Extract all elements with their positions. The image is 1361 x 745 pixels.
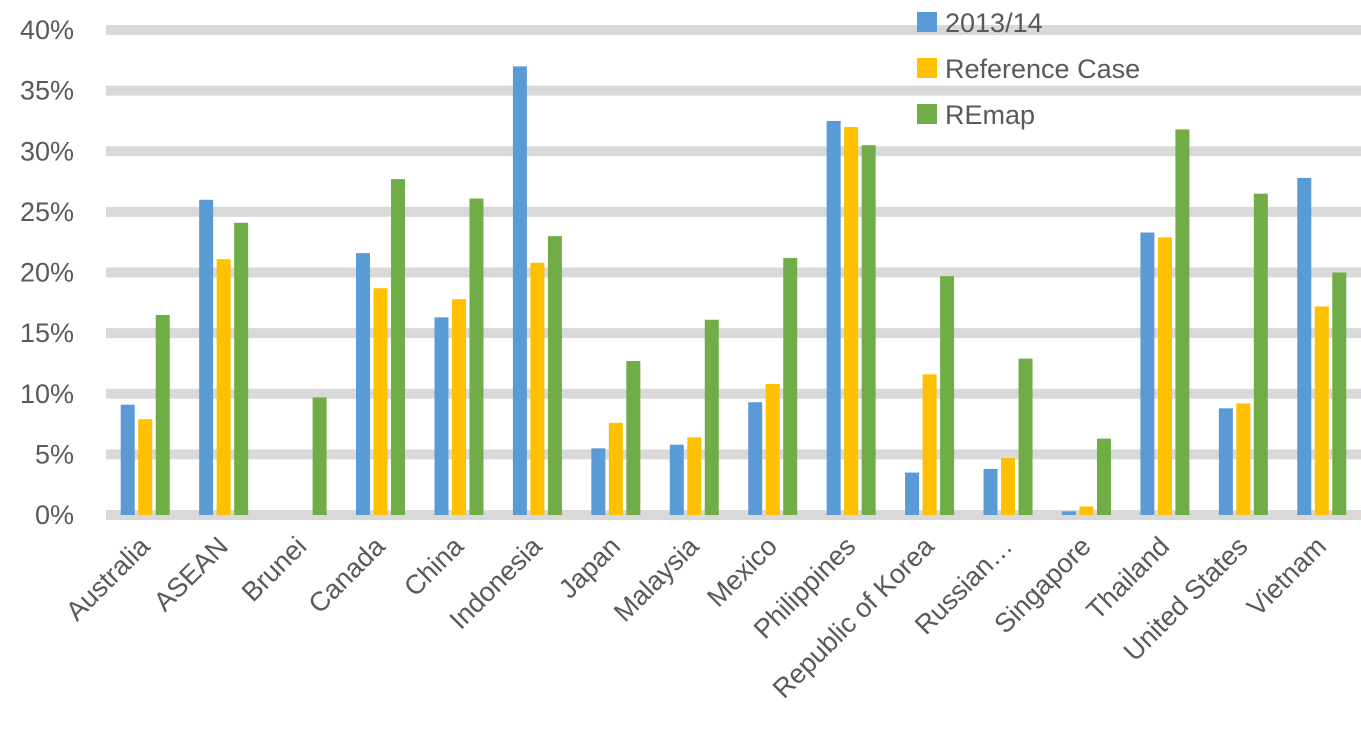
bar-remap — [547, 236, 562, 515]
bar-reference-case — [451, 299, 466, 515]
y-axis-tick-labels: 0% 5% 10% 15% 20% 25% 30% 35% 40% — [20, 15, 74, 530]
bar-remap — [626, 361, 641, 515]
bar-2013-14 — [1297, 177, 1312, 516]
x-category-label: Malaysia — [608, 530, 705, 627]
bar-remap — [1332, 272, 1347, 515]
bar-reference-case — [608, 422, 623, 515]
legend-label: Reference Case — [945, 54, 1140, 84]
legend-swatch — [917, 58, 937, 78]
y-tick-label: 20% — [20, 258, 74, 288]
bar-remap — [155, 314, 170, 515]
y-tick-label: 10% — [20, 379, 74, 409]
bar-remap — [704, 319, 719, 515]
y-tick-label: 30% — [20, 136, 74, 166]
bar-remap — [391, 179, 406, 515]
bar-remap — [1096, 438, 1111, 515]
y-tick-label: 15% — [20, 318, 74, 348]
bar-reference-case — [844, 127, 859, 515]
x-category-label: ASEAN — [148, 531, 234, 617]
bar-2013-14 — [905, 472, 920, 515]
x-category-label: Australia — [60, 530, 156, 626]
bar-2013-14 — [669, 444, 684, 515]
bar-2013-14 — [826, 120, 841, 515]
bar-2013-14 — [120, 404, 135, 515]
bar-remap — [783, 257, 798, 515]
bar-reference-case — [1157, 237, 1172, 515]
bar-2013-14 — [199, 199, 214, 515]
bar-2013-14 — [591, 448, 606, 515]
bar-2013-14 — [983, 468, 998, 515]
bar-reference-case — [687, 437, 702, 515]
bar-reference-case — [530, 262, 545, 515]
x-category-label: China — [398, 530, 470, 602]
bars — [120, 66, 1347, 516]
bar-reference-case — [216, 259, 231, 515]
legend-swatch — [917, 104, 937, 124]
bar-2013-14 — [512, 66, 527, 515]
bar-2013-14 — [1061, 511, 1076, 515]
bar-remap — [312, 397, 327, 515]
x-category-label: Canada — [303, 530, 392, 619]
legend-swatch — [917, 12, 937, 32]
bar-reference-case — [373, 288, 388, 515]
bar-remap — [1018, 358, 1033, 515]
gridlines — [106, 25, 1361, 520]
bar-remap — [469, 198, 484, 515]
bar-remap — [1175, 129, 1190, 516]
y-tick-label: 35% — [20, 76, 74, 106]
y-tick-label: 40% — [20, 15, 74, 45]
bar-reference-case — [1236, 403, 1251, 515]
bar-reference-case — [138, 419, 153, 515]
bar-2013-14 — [1218, 408, 1233, 515]
bar-2013-14 — [1140, 232, 1155, 516]
bar-reference-case — [1314, 306, 1329, 515]
bar-2013-14 — [748, 402, 763, 515]
bar-reference-case — [1001, 458, 1016, 515]
x-category-label: Japan — [553, 531, 626, 604]
bar-2013-14 — [356, 253, 371, 515]
y-tick-label: 25% — [20, 197, 74, 227]
bar-remap — [1253, 193, 1268, 515]
bar-2013-14 — [434, 317, 449, 515]
legend-label: REmap — [945, 100, 1035, 130]
bar-remap — [861, 145, 876, 515]
bar-reference-case — [765, 384, 780, 515]
bar-reference-case — [1079, 506, 1094, 515]
bar-remap — [234, 222, 249, 515]
legend-label: 2013/14 — [945, 8, 1043, 38]
y-tick-label: 5% — [35, 439, 74, 469]
bar-remap — [940, 276, 955, 515]
legend: 2013/14 Reference Case REmap — [917, 8, 1140, 130]
x-category-label: Vietnam — [1241, 531, 1332, 622]
bar-reference-case — [922, 374, 937, 515]
x-category-label: Brunei — [236, 531, 312, 607]
y-tick-label: 0% — [35, 500, 74, 530]
